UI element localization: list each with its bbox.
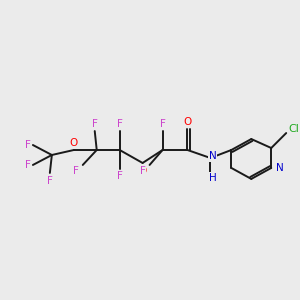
Text: O: O [183,117,192,127]
Text: Cl: Cl [289,124,300,134]
Text: F: F [47,176,53,186]
Text: H: H [208,173,216,183]
Text: N: N [276,163,284,173]
Text: F: F [92,119,98,129]
Text: N: N [208,151,216,161]
Text: O: O [139,166,147,176]
Text: F: F [117,119,123,129]
Text: F: F [160,119,166,129]
Text: F: F [140,166,146,176]
Text: F: F [73,166,79,176]
Text: O: O [70,138,78,148]
Text: F: F [25,140,31,150]
Text: F: F [25,160,31,170]
Text: F: F [117,171,123,181]
